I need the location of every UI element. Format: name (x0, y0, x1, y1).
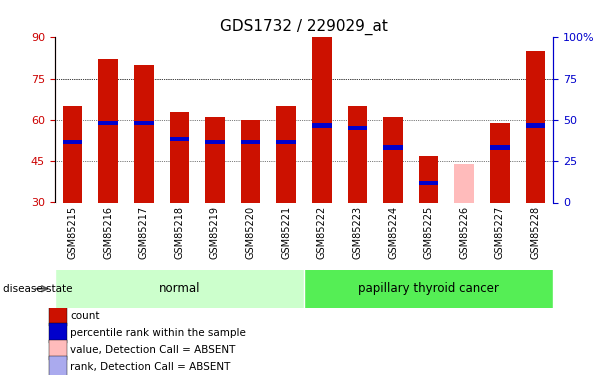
Text: GSM85218: GSM85218 (174, 206, 184, 259)
Bar (454, 164, 474, 202)
Text: normal: normal (159, 282, 200, 295)
Text: disease state: disease state (3, 284, 72, 294)
Text: GSM85221: GSM85221 (281, 206, 291, 259)
Text: GSM85216: GSM85216 (103, 206, 113, 259)
Bar (312, 123, 331, 128)
Bar (454, 209, 474, 213)
Bar (348, 106, 367, 202)
Bar (304, 270, 553, 308)
Bar (419, 181, 438, 185)
Text: GSM85224: GSM85224 (388, 206, 398, 259)
Bar (55, 270, 304, 308)
Text: GSM85219: GSM85219 (210, 206, 220, 259)
Bar (134, 65, 154, 203)
Title: GDS1732 / 229029_at: GDS1732 / 229029_at (220, 18, 388, 35)
Bar (170, 112, 189, 202)
Bar (348, 126, 367, 130)
Bar (49, 322, 67, 343)
Text: count: count (70, 311, 100, 321)
Text: GSM85220: GSM85220 (246, 206, 255, 259)
Text: GSM85228: GSM85228 (530, 206, 541, 259)
Text: papillary thyroid cancer: papillary thyroid cancer (358, 282, 499, 295)
Bar (419, 156, 438, 203)
Bar (277, 140, 296, 144)
Text: GSM85227: GSM85227 (495, 206, 505, 259)
Bar (383, 117, 403, 202)
Bar (383, 146, 403, 150)
Bar (49, 356, 67, 375)
Text: rank, Detection Call = ABSENT: rank, Detection Call = ABSENT (70, 362, 230, 372)
Bar (49, 340, 67, 360)
Bar (526, 51, 545, 202)
Text: GSM85225: GSM85225 (424, 206, 434, 259)
Bar (205, 117, 225, 202)
Bar (49, 306, 67, 326)
Bar (205, 140, 225, 144)
Text: GSM85223: GSM85223 (353, 206, 362, 259)
Bar (63, 140, 82, 144)
Bar (526, 123, 545, 128)
Bar (490, 146, 510, 150)
Text: GSM85226: GSM85226 (459, 206, 469, 259)
Text: GSM85215: GSM85215 (67, 206, 78, 259)
Bar (170, 137, 189, 141)
Text: GSM85222: GSM85222 (317, 206, 327, 259)
Bar (63, 106, 82, 202)
Text: percentile rank within the sample: percentile rank within the sample (70, 328, 246, 338)
Bar (134, 121, 154, 125)
Bar (98, 121, 118, 125)
Bar (312, 38, 331, 203)
Text: value, Detection Call = ABSENT: value, Detection Call = ABSENT (70, 345, 235, 355)
Bar (241, 140, 260, 144)
Bar (241, 120, 260, 202)
Bar (277, 106, 296, 202)
Text: GSM85217: GSM85217 (139, 206, 149, 259)
Bar (98, 60, 118, 202)
Bar (490, 123, 510, 202)
